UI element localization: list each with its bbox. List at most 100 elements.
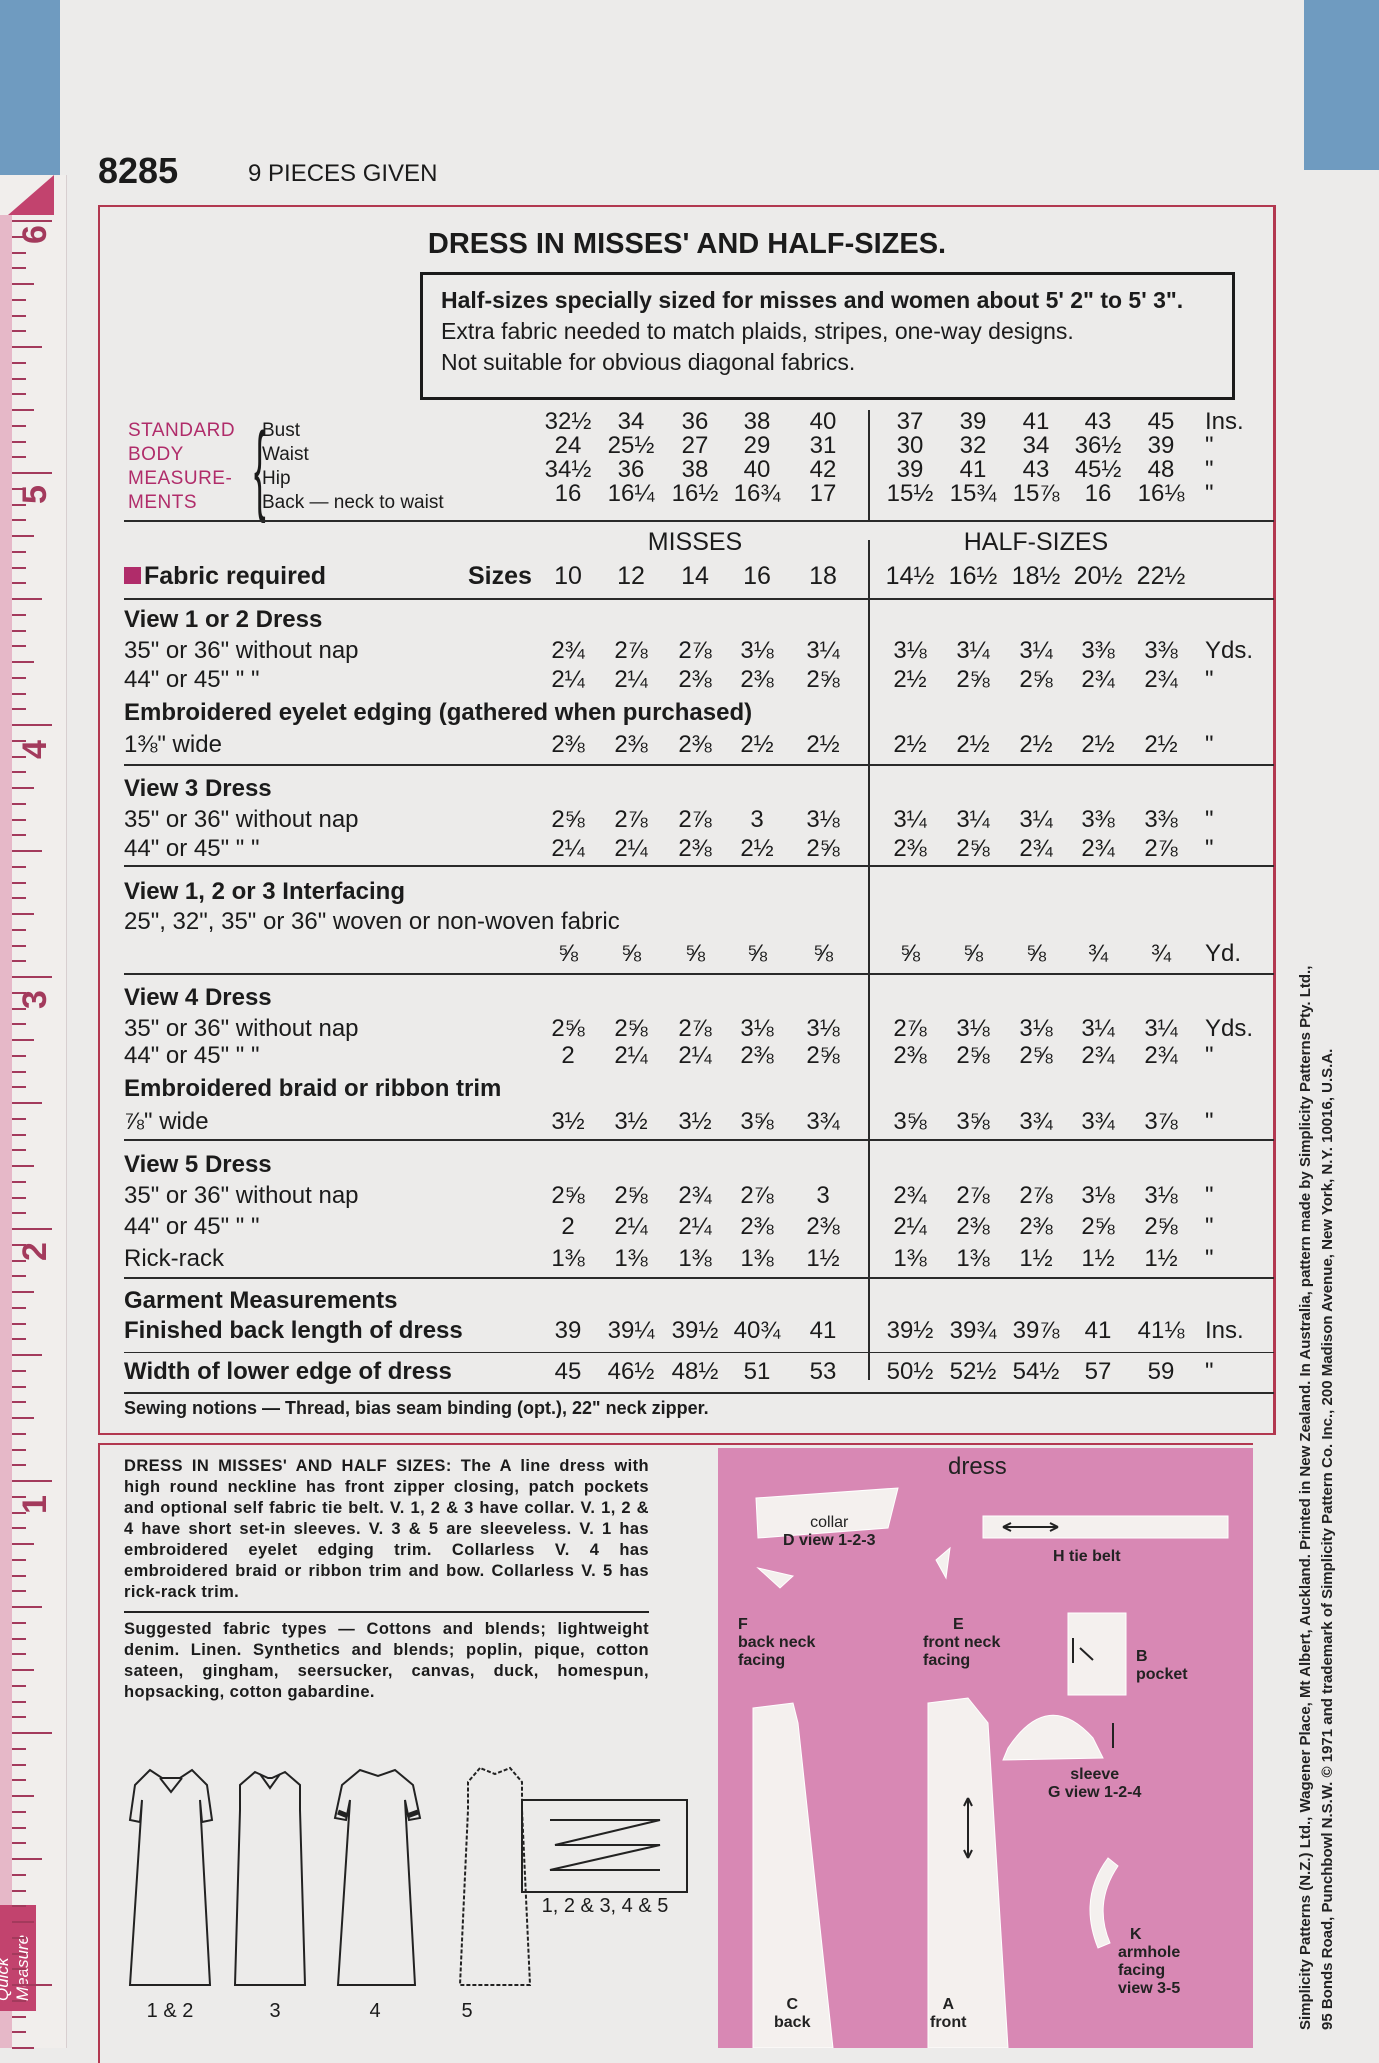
ruler-tick	[12, 2047, 34, 2049]
view-label: 4	[369, 2000, 381, 2022]
size-half: 14½	[885, 562, 935, 590]
body-measurement-half-value: 15⅞	[1012, 480, 1060, 507]
fabric-row-misses-value: 2⅝	[806, 1042, 840, 1069]
piece-armhole-facing-shape	[1089, 1857, 1119, 1949]
fabric-row-misses-value: 3	[750, 806, 764, 833]
ruler-tick	[12, 456, 26, 459]
fabric-row-misses-value: 2⅞	[678, 1015, 712, 1042]
fabric-row-half-value: 3¼	[956, 637, 990, 664]
fabric-row-misses-value: 2⅞	[614, 806, 648, 833]
pattern-piece-shapes	[752, 1487, 1229, 2048]
body-measurement-label: Hip	[262, 468, 291, 489]
ruler-number: 3	[15, 990, 54, 1009]
piece-sleeve-shape	[1002, 1714, 1104, 1761]
fabric-row-misses-value: 3¾	[806, 1108, 840, 1135]
ruler-tick	[12, 566, 26, 569]
fabric-row-misses-value: 1⅜	[740, 1245, 774, 1272]
ruler-tick	[12, 1464, 26, 1467]
half-sizes-section-label: HALF-SIZES	[963, 528, 1109, 556]
fabric-row-half-value: 2⅝	[956, 1042, 990, 1069]
ruler-tick	[12, 755, 26, 758]
ruler-tick	[12, 1212, 26, 1215]
fabric-row-half-value: 3¾	[1081, 1108, 1115, 1135]
ruler-tick	[12, 1842, 26, 1845]
envelope-edge-tab-right	[1304, 0, 1379, 170]
body-measurement-misses-value: 42	[809, 456, 837, 483]
ruler-tick	[12, 1354, 42, 1356]
fabric-row-label: View 1, 2 or 3 Interfacing	[124, 878, 405, 905]
view-label: 1 & 2	[146, 2000, 194, 2022]
body-heading-line: MEASURE-	[128, 468, 233, 489]
ruler-tick	[12, 1952, 26, 1955]
fabric-row-misses-value: 3⅛	[806, 806, 840, 833]
ruler-tick	[12, 1558, 26, 1561]
fabric-row-unit: Ins.	[1205, 1317, 1244, 1344]
table-rule	[124, 1392, 1274, 1394]
ruler-tick	[12, 598, 42, 600]
ruler-tick	[12, 1369, 26, 1372]
ruler-tick	[12, 1401, 26, 1404]
fabrics-lead: Suggested fabric types —	[124, 1620, 356, 1638]
ruler-tick	[12, 1669, 34, 1671]
ruler-tick	[12, 314, 26, 317]
fabric-row-misses-value: 3½	[614, 1108, 648, 1135]
fabric-row-half-value: 3⅜	[1144, 806, 1178, 833]
ruler-tick	[12, 1039, 34, 1041]
ruler-tick	[12, 1243, 26, 1246]
ruler-tick	[12, 1795, 34, 1797]
body-measurement-misses-value: 16½	[671, 480, 719, 507]
fabric-row-label: Embroidered braid or ribbon trim	[124, 1075, 502, 1102]
body-measurement-unit: Ins.	[1205, 408, 1244, 435]
fabric-row-half-value: 3⅛	[1019, 1015, 1053, 1042]
body-measurement-half-value: 45½	[1074, 456, 1122, 483]
body-measurement-misses-value: 16¼	[607, 480, 655, 507]
fabric-row-misses-value: 2¼	[614, 835, 648, 862]
fabric-row-misses-value: 2	[561, 1213, 575, 1240]
fabric-row-half-value: 2½	[893, 666, 927, 693]
sewing-notions: Sewing notions — Thread, bias seam bindi…	[124, 1398, 709, 1418]
description-box	[98, 1443, 1253, 2063]
body-measurement-misses-value: 36	[617, 456, 645, 483]
fabric-row-misses-value: 2¼	[678, 1213, 712, 1240]
fabric-row-misses-value: 2¼	[614, 666, 648, 693]
fabric-row-half-value: 2⅞	[956, 1182, 990, 1209]
ruler-tick	[12, 991, 26, 994]
fabric-row-misses-value: 2¼	[551, 666, 585, 693]
fabric-row-misses-value: 3¼	[806, 637, 840, 664]
fabric-row-half-value: 41	[1084, 1317, 1112, 1344]
ruler-tick	[12, 1117, 26, 1120]
fabric-row-misses-value: ⅝	[620, 940, 642, 967]
fabric-row-half-value: 3¼	[1144, 1015, 1178, 1042]
ruler-tick	[12, 1747, 26, 1750]
fabric-row-half-value: 39½	[886, 1317, 934, 1344]
body-measurement-unit: "	[1205, 480, 1214, 507]
fabric-row-half-value: 3¼	[1081, 1015, 1115, 1042]
fabric-row-half-value: 41⅛	[1137, 1317, 1185, 1344]
size-misses: 18	[809, 562, 837, 590]
ruler-tick	[12, 1495, 26, 1498]
ruler-tick	[12, 1385, 26, 1388]
ruler-tick	[12, 1716, 26, 1719]
table-rule	[124, 1139, 1274, 1141]
body-measurement-half-value: 37	[896, 408, 924, 435]
fabric-row-half-value: 59	[1147, 1358, 1175, 1385]
misses-section-label: MISSES	[647, 528, 743, 556]
ruler-tick	[12, 865, 26, 868]
ruler-tick	[12, 1149, 26, 1152]
fabric-row-label: 35" or 36" without nap	[124, 1015, 359, 1042]
body-measurement-label: Back — neck to waist	[262, 492, 444, 513]
ruler-tick	[12, 708, 26, 711]
description-text: The A line dress with high round necklin…	[124, 1457, 649, 1601]
ruler-tick	[12, 787, 34, 789]
ruler-tick	[12, 724, 52, 726]
fabric-row-label: Embroidered eyelet edging (gathered when…	[124, 699, 753, 726]
piece-front-neck-facing-shape	[935, 1546, 951, 1580]
ruler-tick	[12, 1968, 26, 1971]
fabric-row-misses-value: ⅝	[812, 940, 834, 967]
ruler-tick	[12, 519, 26, 522]
fabric-row-half-value: 3⅝	[956, 1108, 990, 1135]
fabric-row-half-value: 3¼	[956, 806, 990, 833]
fabric-row-half-value: 2⅞	[893, 1015, 927, 1042]
body-measurement-half-value: 48	[1147, 456, 1175, 483]
body-measurement-half-value: 16	[1084, 480, 1112, 507]
